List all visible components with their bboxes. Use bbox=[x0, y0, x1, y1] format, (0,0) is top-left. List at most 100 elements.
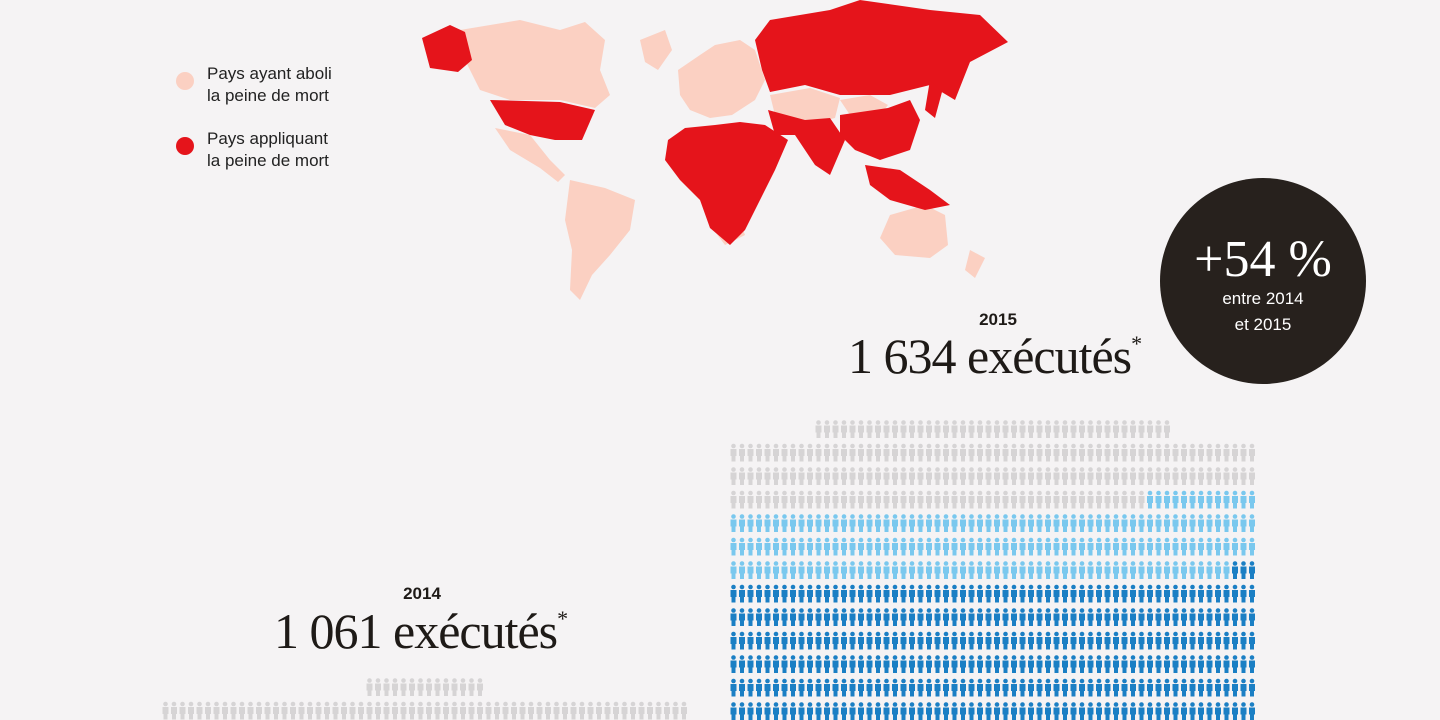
person-icon bbox=[892, 420, 898, 438]
person-icon bbox=[1045, 514, 1051, 532]
person-icon bbox=[1215, 537, 1221, 556]
person-icon bbox=[1062, 678, 1068, 697]
person-icon bbox=[1019, 678, 1026, 697]
person-icon bbox=[1198, 678, 1204, 697]
person-icon bbox=[875, 702, 881, 720]
person-icon bbox=[1138, 584, 1145, 603]
person-icon bbox=[1070, 561, 1077, 579]
person-icon bbox=[807, 467, 813, 485]
person-icon bbox=[1002, 561, 1009, 579]
person-icon bbox=[747, 561, 754, 579]
person-icon bbox=[1019, 608, 1026, 626]
person-icon bbox=[926, 537, 932, 556]
person-icon bbox=[1053, 561, 1060, 579]
person-icon bbox=[764, 608, 771, 626]
person-icon bbox=[994, 678, 1000, 697]
person-icon bbox=[1045, 443, 1051, 462]
person-icon bbox=[960, 490, 966, 509]
person-icon bbox=[790, 678, 796, 697]
person-icon bbox=[1113, 443, 1119, 462]
person-icon bbox=[230, 701, 237, 720]
person-icon bbox=[1079, 678, 1085, 697]
person-icon bbox=[1087, 537, 1094, 556]
person-icon bbox=[883, 678, 890, 697]
person-icon bbox=[1079, 655, 1085, 673]
alaska bbox=[422, 25, 472, 72]
person-icon bbox=[1189, 467, 1196, 485]
person-icon bbox=[756, 631, 762, 650]
person-icon bbox=[730, 655, 737, 673]
person-icon bbox=[434, 678, 441, 696]
person-icon bbox=[764, 514, 771, 532]
person-icon bbox=[1036, 537, 1043, 556]
person-icon bbox=[917, 678, 924, 697]
person-icon bbox=[1019, 537, 1026, 556]
person-icon bbox=[1028, 631, 1034, 650]
person-icon bbox=[798, 467, 805, 485]
person-icon bbox=[747, 584, 754, 603]
person-icon bbox=[943, 608, 949, 626]
person-icon bbox=[1028, 490, 1034, 509]
person-icon bbox=[1147, 584, 1153, 603]
person-icon bbox=[1002, 702, 1009, 720]
asterisk-2014: * bbox=[557, 606, 568, 632]
person-icon bbox=[460, 678, 466, 696]
person-icon bbox=[1130, 514, 1136, 532]
person-icon bbox=[875, 561, 881, 579]
person-icon bbox=[1104, 514, 1111, 532]
person-icon bbox=[985, 702, 992, 720]
person-icon bbox=[824, 490, 830, 509]
person-icon bbox=[934, 420, 941, 438]
person-icon bbox=[951, 678, 958, 697]
person-icon bbox=[858, 608, 864, 626]
person-icon bbox=[664, 701, 670, 720]
person-icon bbox=[917, 584, 924, 603]
person-icon bbox=[1189, 678, 1196, 697]
person-icon bbox=[985, 490, 992, 509]
person-icon bbox=[841, 467, 847, 485]
person-icon bbox=[1249, 537, 1255, 556]
applying-dot-icon bbox=[176, 137, 194, 155]
people-grid-2015 bbox=[730, 420, 1255, 720]
person-icon bbox=[849, 467, 856, 485]
person-icon bbox=[1215, 608, 1221, 626]
abolished-dot-icon bbox=[176, 72, 194, 90]
person-icon bbox=[1130, 467, 1136, 485]
person-icon bbox=[1045, 608, 1051, 626]
person-icon bbox=[1189, 631, 1196, 650]
person-icon bbox=[739, 702, 745, 720]
person-icon bbox=[1036, 490, 1043, 509]
person-icon bbox=[366, 678, 373, 696]
person-icon bbox=[909, 537, 915, 556]
person-icon bbox=[1002, 631, 1009, 650]
person-icon bbox=[1104, 678, 1111, 697]
person-icon bbox=[1028, 584, 1034, 603]
person-icon bbox=[832, 467, 839, 485]
person-icon bbox=[977, 467, 983, 485]
person-icon bbox=[764, 537, 771, 556]
person-icon bbox=[1147, 420, 1153, 438]
person-icon bbox=[798, 678, 805, 697]
person-icon bbox=[781, 467, 788, 485]
person-icon bbox=[1070, 655, 1077, 673]
person-icon bbox=[815, 678, 822, 697]
person-icon bbox=[1147, 655, 1153, 673]
person-icon bbox=[849, 584, 856, 603]
person-icon bbox=[1062, 655, 1068, 673]
person-icon bbox=[1096, 420, 1102, 438]
person-icon bbox=[1087, 584, 1094, 603]
person-icon bbox=[1096, 655, 1102, 673]
person-icon bbox=[1164, 490, 1170, 509]
person-icon bbox=[968, 678, 975, 697]
person-icon bbox=[1130, 702, 1136, 720]
person-icon bbox=[875, 655, 881, 673]
person-icon bbox=[1053, 608, 1060, 626]
person-icon bbox=[951, 420, 958, 438]
person-icon bbox=[222, 701, 228, 720]
person-icon bbox=[951, 631, 958, 650]
person-icon bbox=[790, 561, 796, 579]
person-icon bbox=[781, 490, 788, 509]
person-icon bbox=[188, 701, 194, 720]
person-icon bbox=[985, 467, 992, 485]
person-icon bbox=[1147, 467, 1153, 485]
